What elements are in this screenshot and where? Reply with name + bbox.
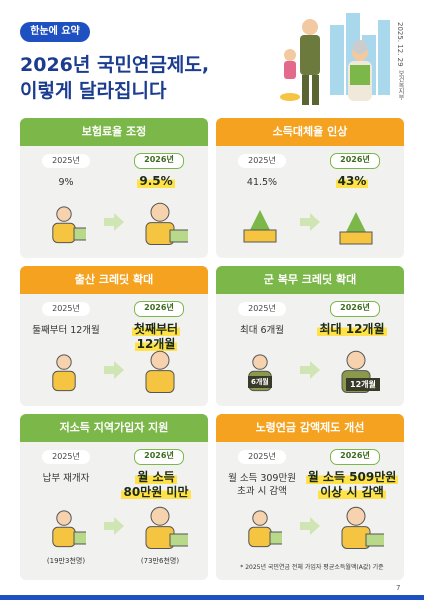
before-text: 납부 재개자 [42,473,90,484]
badge: 한눈에 요약 [20,22,90,42]
after-text-line: 9.5% [137,174,175,188]
year-pill: 2025년 [42,450,90,464]
footnote: * 2025년 국민연금 전체 가입자 평균소득월액(A값) 기준 [240,564,384,571]
before-text: 41.5% [246,177,278,188]
arrow [300,517,320,535]
after-text: 이상 시 감액 [304,485,400,500]
before-text: 월 소득 309만원 [228,473,296,484]
illustration [280,13,390,105]
icon [339,212,373,245]
year-pill: 2026년 [330,153,380,169]
before-text: 초과 시 감액 [237,486,287,497]
icon-label: 6개월 [248,376,272,388]
after-text: 월 소득 [108,470,204,485]
icon-label: 12개월 [346,378,380,391]
after-text-line: 월 소득 [135,470,177,484]
after-text: 최대 12개월 [304,322,400,337]
year-pill: 2026년 [134,449,184,465]
before-text: 최대 6개월 [239,325,285,336]
after-text: 9.5% [108,174,204,189]
arrow [104,213,124,231]
card-header: 출산 크레딧 확대 [20,266,208,294]
card-header: 군 복무 크레딧 확대 [216,266,404,294]
page-number: 7 [396,584,401,592]
after-text: 첫째부터 [108,322,204,337]
ministry: 보건복지부 [397,70,404,100]
year-pill: 2026년 [330,301,380,317]
icon [145,350,175,393]
icon [243,210,277,243]
bottom-bar [0,595,424,600]
before-text: 9% [58,177,74,188]
icon [145,202,188,245]
year-pill: 2025년 [238,154,286,168]
year-pill: 2026년 [134,153,184,169]
card: 소득대체율 인상 2025년 2026년 41.5% 43% [216,118,404,258]
card-header: 보험료율 조정 [20,118,208,146]
after-text-line: 첫째부터 [131,322,181,336]
icon [145,506,188,549]
card-header: 저소득 지역가입자 지원 [20,414,208,442]
icon [52,206,86,244]
icon [248,510,282,548]
after-text: 월 소득 509만원 [304,470,400,485]
card-header: 노령연금 감액제도 개선 [216,414,404,442]
arrow [104,361,124,379]
card: 보험료율 조정 2025년 2026년 9% 9.5% [20,118,208,258]
note: (73만6천명) [140,557,180,565]
arrow [300,361,320,379]
arrow [104,517,124,535]
after-text: 12개월 [108,337,204,352]
date: 2025. 12. 29 [396,22,404,67]
after-text-line: 최대 12개월 [317,322,387,336]
year-pill: 2025년 [42,154,90,168]
after-text-line: 월 소득 509만원 [305,470,399,484]
title-line: 2026년 국민연금제도, [20,54,210,76]
year-pill: 2025년 [42,302,90,316]
after-text-line: 80만원 미만 [121,485,191,499]
year-pill: 2026년 [134,301,184,317]
year-pill: 2025년 [238,450,286,464]
icon [341,506,384,549]
before-text: 둘째부터 12개월 [32,325,100,336]
icon [52,510,86,548]
after-text: 43% [304,174,400,189]
after-text-line: 12개월 [134,337,178,351]
year-pill: 2025년 [238,302,286,316]
arrow [300,213,320,231]
note: (19만3천명) [46,557,86,565]
after-text-line: 43% [335,174,369,188]
after-text: 80만원 미만 [108,485,204,500]
after-text-line: 이상 시 감액 [318,485,386,499]
title-line: 이렇게 달라집니다 [20,80,167,102]
year-pill: 2026년 [330,449,380,465]
icon [52,354,76,392]
card-header: 소득대체율 인상 [216,118,404,146]
